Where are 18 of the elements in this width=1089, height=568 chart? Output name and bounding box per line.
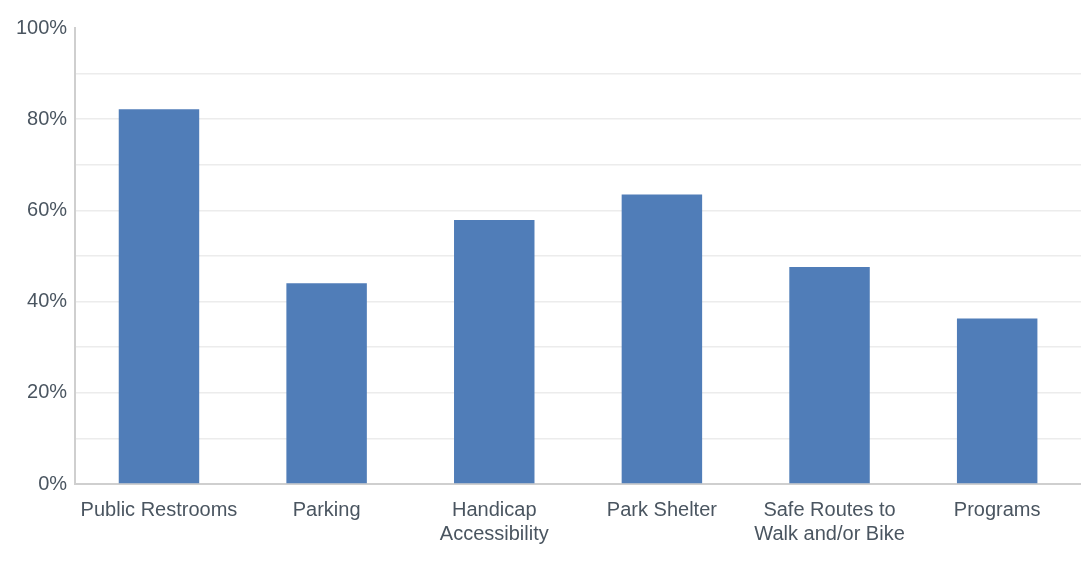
bar (621, 194, 703, 484)
bar (789, 266, 870, 484)
x-tick-label: Handicap Accessibility (439, 497, 549, 544)
y-tick-label: 40% (27, 289, 68, 312)
bar (118, 109, 200, 484)
y-tick-label: 60% (27, 197, 68, 220)
x-tick-label: Public Restrooms (80, 497, 238, 520)
x-tick-label: Park Shelter (606, 497, 718, 520)
x-tick-label: Programs (953, 497, 1041, 520)
y-tick-label: 100% (16, 15, 68, 38)
x-tick-label: Safe Routes to Walk and/or Bike (754, 497, 905, 544)
bar (286, 283, 367, 484)
y-tick-label: 20% (27, 380, 68, 403)
bar (454, 219, 535, 484)
x-tick-label: Parking (292, 497, 361, 520)
bar (956, 318, 1038, 484)
y-tick-label: 0% (38, 471, 68, 494)
y-tick-label: 80% (27, 106, 68, 129)
